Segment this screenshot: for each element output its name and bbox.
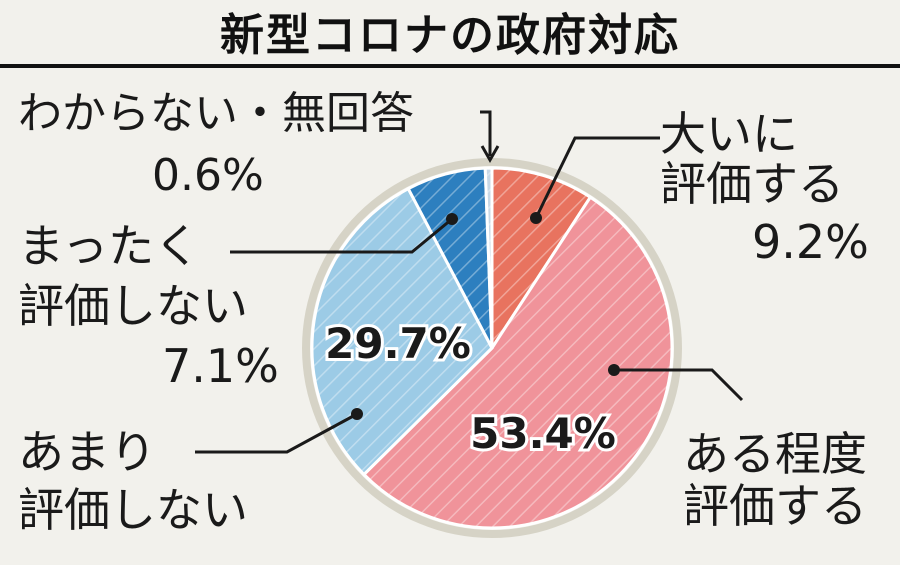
leader-line-slice-1 [614, 368, 744, 402]
chart-title: 新型コロナの政府対応 [220, 10, 680, 61]
leader-line-slice-4 [480, 110, 492, 156]
leader-dot-slice-0 [530, 212, 542, 224]
value-label-slice-4: 0.6% [152, 150, 264, 201]
label-slice-3-line-1: 評価しない [18, 279, 248, 333]
value-label-slice-0: 9.2% [752, 215, 869, 269]
label-slice-4-line-0: わからない・無回答 [18, 88, 414, 139]
leader-dot-slice-1 [608, 364, 620, 376]
leader-arrow-slice-4 [480, 145, 500, 164]
leader-line-slice-3 [230, 217, 453, 254]
title-bar: 新型コロナの政府対応 [0, 0, 900, 62]
label-slice-2-line-0: あまり [18, 425, 156, 479]
label-slice-1-line-0: ある程度 [683, 427, 867, 481]
pie-slice-hatch-0 [492, 168, 591, 348]
value-label-slice-2: 29.7% [325, 319, 471, 368]
value-label-slice-3: 7.1% [162, 339, 279, 393]
leader-dot-slice-2 [351, 408, 363, 420]
pie-slice-hatch-4 [485, 168, 492, 348]
leader-dot-slice-3 [446, 213, 458, 225]
pie-slice-hatch-1 [363, 197, 672, 528]
label-slice-0-line-1: 評価する [660, 157, 844, 211]
title-rule [0, 64, 900, 68]
label-slice-2-line-1: 評価しない [18, 483, 248, 537]
label-slice-1-line-1: 評価する [683, 479, 867, 533]
label-slice-0-line-0: 大いに [660, 107, 798, 161]
value-label-slice-1: 53.4% [470, 409, 616, 458]
pie-slice-hatch-2 [311, 188, 492, 475]
leader-line-slice-2 [195, 412, 358, 454]
leader-line-slice-0 [534, 136, 660, 219]
label-slice-3-line-0: まったく [18, 219, 200, 273]
pie-slice-hatch-3 [408, 168, 492, 348]
